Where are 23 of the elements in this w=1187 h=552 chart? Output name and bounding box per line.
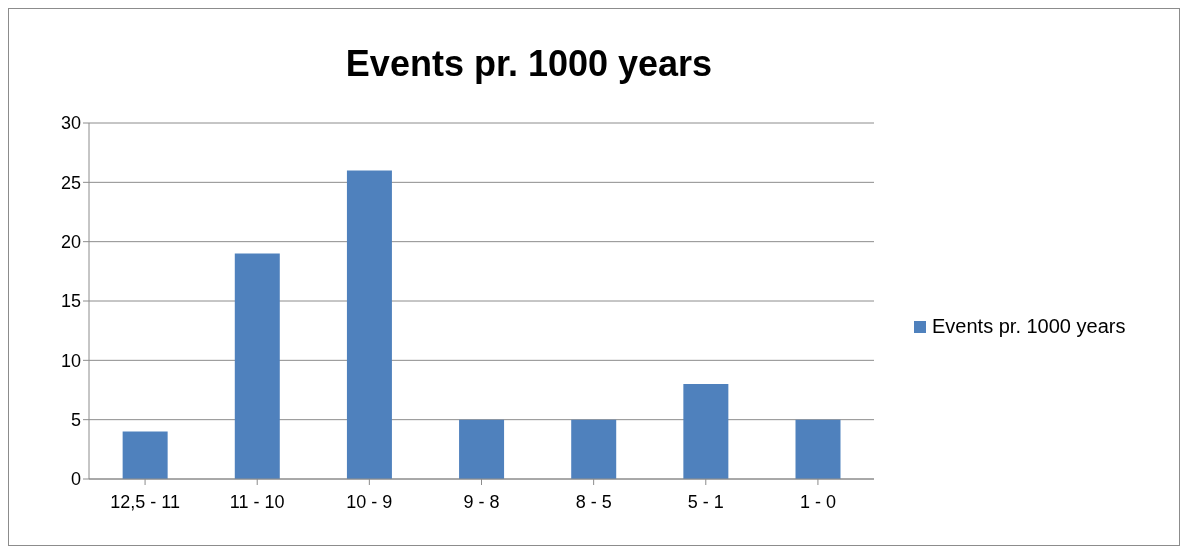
y-tick-label: 0 bbox=[70, 469, 81, 490]
x-tick-label: 1 - 0 bbox=[799, 491, 836, 512]
y-tick-label: 10 bbox=[60, 350, 81, 371]
bar bbox=[122, 431, 168, 479]
chart-title: Events pr. 1000 years bbox=[344, 43, 714, 85]
y-tick-label: 25 bbox=[60, 172, 81, 193]
x-tick-label: 5 - 1 bbox=[687, 491, 724, 512]
bar bbox=[346, 170, 392, 479]
bar bbox=[683, 384, 729, 479]
x-tick-label: 9 - 8 bbox=[463, 491, 500, 512]
legend-label: Events pr. 1000 years bbox=[932, 315, 1126, 338]
x-tick-label: 12,5 - 11 bbox=[110, 491, 180, 512]
bar bbox=[795, 419, 841, 479]
x-tick-label: 10 - 9 bbox=[346, 491, 393, 512]
y-tick-label: 20 bbox=[60, 232, 81, 253]
y-tick-label: 15 bbox=[60, 291, 81, 312]
y-tick-label: 5 bbox=[70, 410, 81, 431]
x-tick-label: 8 - 5 bbox=[575, 491, 612, 512]
x-tick-label: 11 - 10 bbox=[229, 491, 285, 512]
y-tick-label: 30 bbox=[60, 113, 81, 134]
bar bbox=[571, 419, 617, 479]
bar bbox=[459, 419, 505, 479]
bar bbox=[234, 253, 280, 479]
